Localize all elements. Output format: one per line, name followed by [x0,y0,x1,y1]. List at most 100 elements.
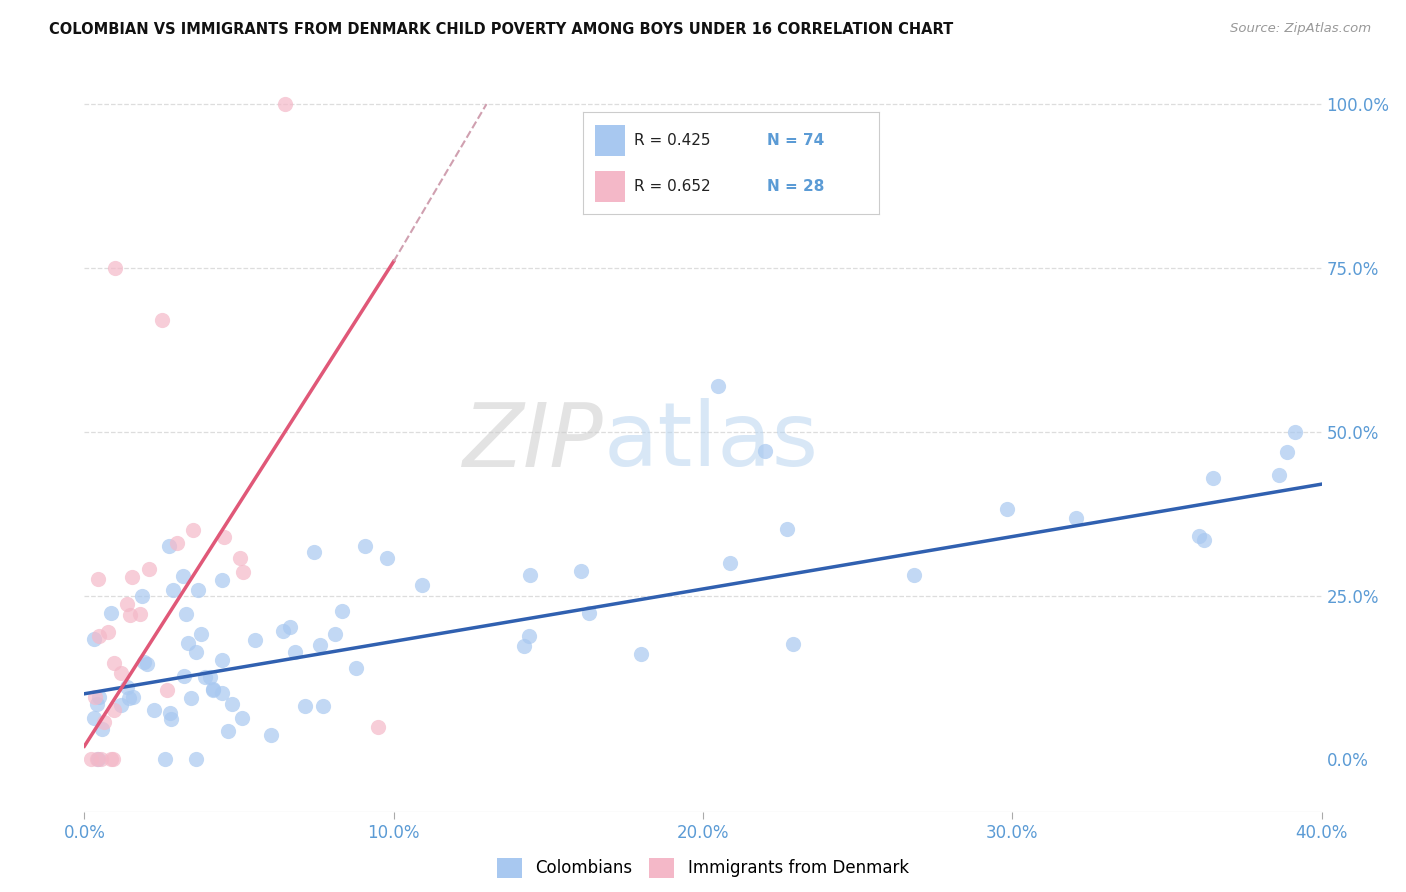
Point [519,629,541,643]
Point [87,629,110,643]
Point [782,637,804,651]
Point [776,522,799,536]
Point [323,626,346,640]
Point [121,570,143,584]
Point [221,697,243,711]
Point [101,752,124,766]
Point [173,668,195,682]
Point [707,379,730,393]
Point [271,624,294,639]
Point [156,682,179,697]
Text: COLOMBIAN VS IMMIGRANTS FROM DENMARK CHILD POVERTY AMONG BOYS UNDER 16 CORRELATI: COLOMBIAN VS IMMIGRANTS FROM DENMARK CHI… [49,22,953,37]
Point [86,572,108,586]
Point [117,597,139,611]
Point [212,530,235,544]
Point [90,752,112,766]
Point [1066,511,1088,525]
Point [100,606,122,620]
Point [211,653,233,667]
Point [93,714,115,729]
Point [231,711,253,725]
Text: ZIP: ZIP [463,399,605,484]
Point [211,574,233,588]
Point [1277,445,1299,459]
Point [190,627,212,641]
Point [302,545,325,559]
Point [232,565,254,579]
Point [103,703,125,717]
Point [159,706,181,720]
Point [180,691,202,706]
Point [718,556,741,570]
Point [211,686,233,700]
Point [260,728,283,742]
Point [569,564,592,578]
Point [122,690,145,705]
Point [184,752,207,766]
Point [83,632,105,647]
Point [181,523,204,537]
Point [995,501,1018,516]
Point [134,655,156,669]
Point [513,640,536,654]
Text: Source: ZipAtlas.com: Source: ZipAtlas.com [1230,22,1371,36]
Point [115,681,138,695]
Point [217,724,239,739]
Text: atlas: atlas [605,398,820,485]
Point [187,583,209,598]
Point [754,444,776,458]
Point [84,690,107,704]
Point [174,607,197,622]
Point [143,703,166,717]
Point [157,539,180,553]
Point [294,699,316,714]
Point [411,578,433,592]
Bar [595,171,624,202]
Point [166,536,188,550]
Point [159,712,181,726]
Point [100,752,122,766]
Point [630,647,652,661]
Point [118,608,141,623]
Point [367,720,389,734]
Point [110,665,132,680]
Point [104,260,127,275]
Point [86,752,108,766]
Point [110,698,132,712]
Point [198,670,221,684]
Text: R = 0.652: R = 0.652 [634,179,710,194]
Point [138,562,160,576]
Legend: Colombians, Immigrants from Denmark: Colombians, Immigrants from Denmark [491,851,915,885]
Text: R = 0.425: R = 0.425 [634,133,710,148]
Point [129,607,152,622]
Point [202,682,225,697]
Point [201,681,224,696]
Point [91,722,114,736]
Point [228,550,250,565]
Point [87,690,110,705]
Point [1188,528,1211,542]
Point [278,620,301,634]
Point [118,690,141,705]
Point [274,97,297,112]
Point [284,645,307,659]
Point [344,661,367,675]
Point [162,583,184,598]
Point [131,589,153,603]
Point [903,567,925,582]
Bar [595,125,624,155]
Point [86,697,108,711]
Point [312,698,335,713]
Point [186,645,208,659]
Point [153,752,176,766]
Text: N = 28: N = 28 [766,179,824,194]
Point [172,568,194,582]
Text: N = 74: N = 74 [766,133,824,148]
Point [1194,533,1216,548]
Point [150,313,173,327]
Point [375,550,398,565]
Point [87,752,110,766]
Point [176,636,198,650]
Point [83,710,105,724]
Point [330,604,353,618]
